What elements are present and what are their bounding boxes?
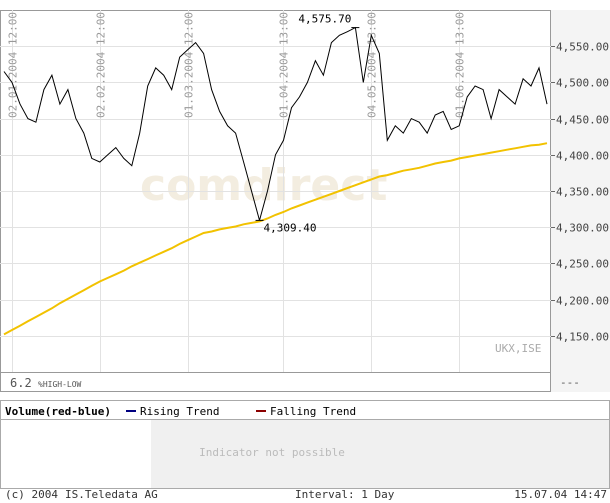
footer-copyright: (c) 2004 <box>5 488 58 501</box>
series-line <box>3 142 548 336</box>
range-label: %HIGH-LOW <box>38 380 82 389</box>
y-tick-label: 4,400.00 <box>556 150 609 163</box>
y-tick-label: 4,250.00 <box>556 258 609 271</box>
x-tick-label: 01.04.2004 13:00 <box>278 12 291 118</box>
y-tick-label: 4,350.00 <box>556 186 609 199</box>
plot-frame <box>0 10 551 392</box>
indicator-title: Volume(red-blue) <box>5 405 111 418</box>
legend-label: Rising Trend <box>140 405 219 418</box>
symbol: UKX,ISE <box>495 342 541 355</box>
axis-area <box>551 10 610 392</box>
footer-timestamp: 15.07.04 14:47 <box>514 488 607 501</box>
x-tick-label: 01.06.2004 13:00 <box>454 12 467 118</box>
x-tick-label: 02.02.2004 12:00 <box>95 12 108 118</box>
watermark: comdirect <box>140 160 387 211</box>
legend-label: Falling Trend <box>270 405 356 418</box>
x-tick-label: 01.03.2004 12:00 <box>183 12 196 118</box>
y-tick-label: 4,500.00 <box>556 77 609 90</box>
indicator-message: Indicator not possible <box>199 446 345 459</box>
y-tick-label: 4,300.00 <box>556 222 609 235</box>
annotation-label: 4,309.40 <box>264 221 317 234</box>
y-tick-label: 4,150.00 <box>556 331 609 344</box>
range-value: 6.2 <box>10 376 32 390</box>
series-line <box>3 26 548 223</box>
x-tick-label: 04.05.2004 13:00 <box>366 12 379 118</box>
y-tick-label: 4,550.00 <box>556 41 609 54</box>
scale-mark: --- <box>560 376 580 389</box>
y-tick-label: 4,200.00 <box>556 295 609 308</box>
footer-interval: Interval: 1 Day <box>295 488 395 501</box>
y-tick-label: 4,450.00 <box>556 114 609 127</box>
annotation-label: 4,575.70 <box>298 13 351 26</box>
footer-provider: IS.Teledata AG <box>65 488 158 501</box>
x-tick-label: 02.01.2004 12:00 <box>7 12 20 118</box>
indicator-header <box>1 401 609 419</box>
indicator-left <box>1 419 151 488</box>
